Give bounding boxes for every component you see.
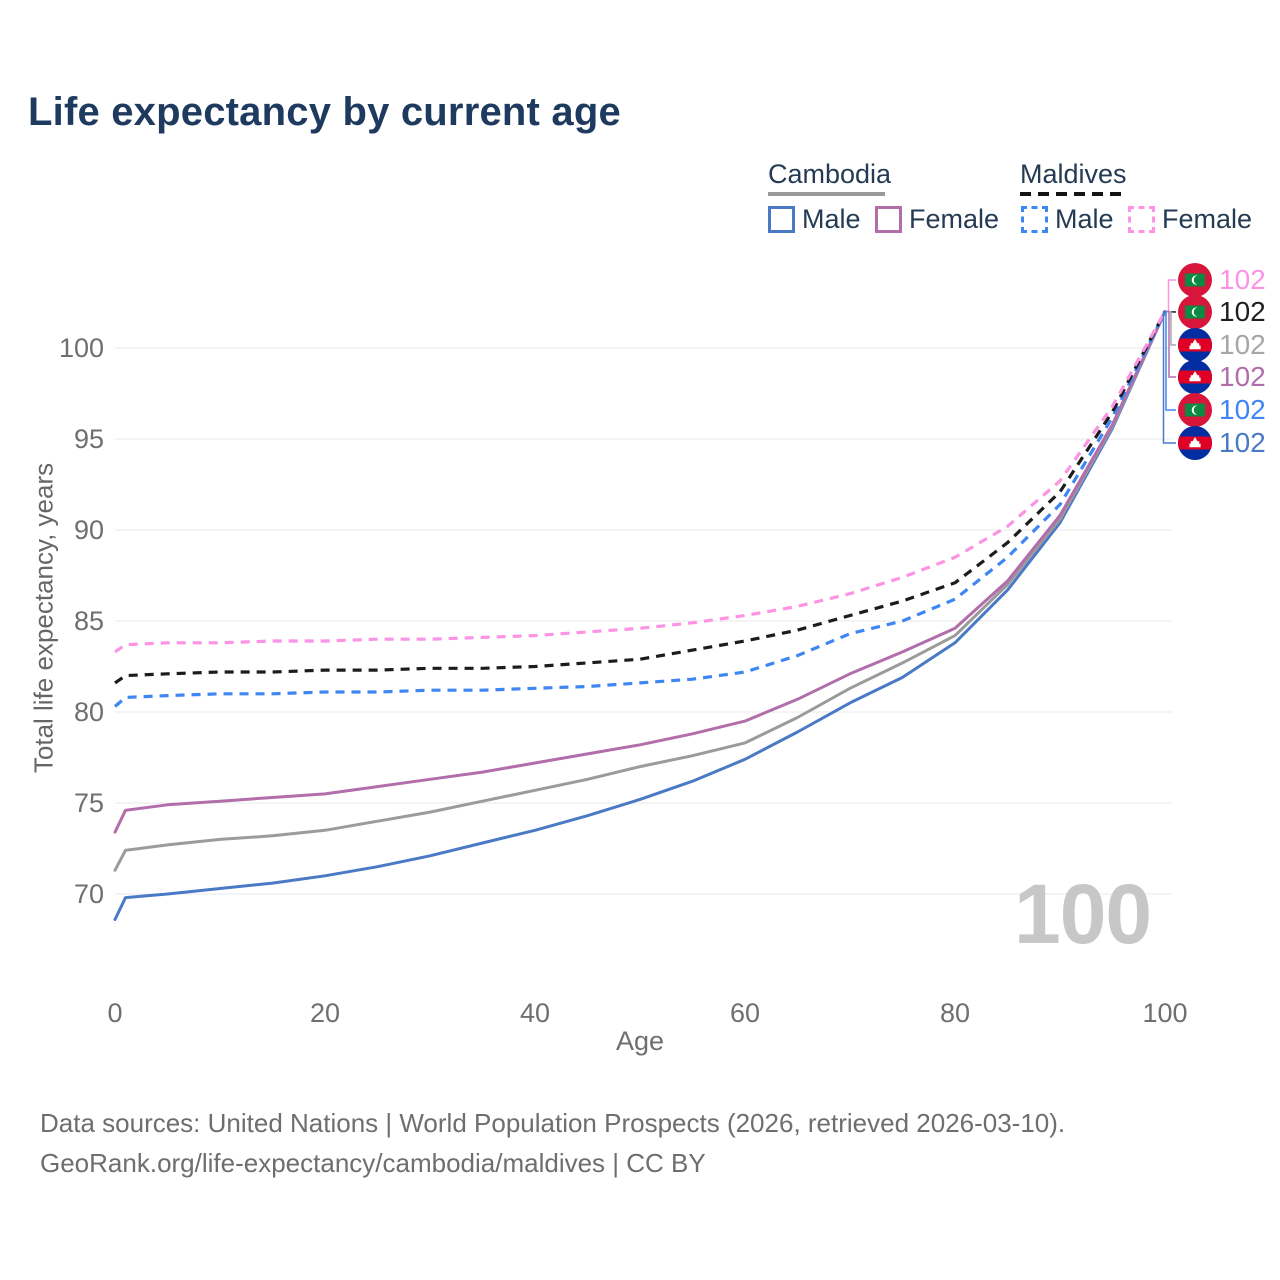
line-cambodia-female[interactable] — [113, 310, 1167, 834]
x-tick-label-100: 100 — [1142, 998, 1187, 1028]
page-title: Life expectancy by current age — [28, 90, 621, 134]
line-maldives-female[interactable] — [114, 310, 1167, 654]
footer-license-line: GeoRank.org/life-expectancy/cambodia/mal… — [40, 1148, 706, 1178]
x-tick-label-40: 40 — [520, 998, 550, 1028]
legend-swatch-maldives-female[interactable] — [1128, 206, 1155, 233]
x-tick-label-0: 0 — [107, 998, 122, 1028]
x-tick-label-60: 60 — [730, 998, 760, 1028]
y-tick-label-95: 95 — [74, 424, 104, 454]
legend-item-maldives-male[interactable]: Male — [1021, 204, 1114, 235]
x-tick-label-80: 80 — [940, 998, 970, 1028]
leader-line-cambodia-female — [1165, 310, 1176, 378]
x-axis-title: Age — [615, 1026, 665, 1056]
end-label-value: 102 — [1219, 394, 1266, 425]
end-label-maldives-female: 102 — [1178, 263, 1266, 297]
x-tick-label-20: 20 — [310, 998, 340, 1028]
end-label-maldives-total: 102 — [1178, 295, 1266, 329]
legend-label-maldives-female[interactable]: Female — [1162, 204, 1253, 234]
y-tick-label-85: 85 — [74, 606, 104, 636]
cambodia-flag-icon — [1178, 328, 1212, 362]
legend-label-cambodia-female[interactable]: Female — [909, 204, 1000, 234]
leader-line-maldives-female — [1165, 279, 1176, 313]
end-label-cambodia-male: 102 — [1178, 426, 1266, 460]
cambodia-flag-icon — [1178, 426, 1212, 460]
y-tick-label-80: 80 — [74, 697, 104, 727]
leader-line-cambodia-male — [1162, 310, 1176, 444]
line-cambodia-male[interactable] — [113, 310, 1167, 921]
end-label-maldives-male: 102 — [1178, 393, 1266, 427]
legend-underline-cambodia — [768, 192, 885, 196]
legend-swatch-maldives-male[interactable] — [1021, 206, 1048, 233]
y-axis-title: Total life expectancy, years — [28, 462, 59, 774]
end-label-value: 102 — [1219, 264, 1266, 295]
y-tick-label-90: 90 — [74, 515, 104, 545]
end-label-value: 102 — [1219, 296, 1266, 327]
legend-swatch-cambodia-female[interactable] — [875, 206, 902, 233]
legend-group-title-cambodia: Cambodia — [768, 159, 892, 189]
leader-line-maldives-male — [1165, 310, 1176, 411]
legend-underline-maldives — [1020, 192, 1124, 196]
y-tick-label-70: 70 — [74, 879, 104, 909]
end-label-cambodia-total: 102 — [1178, 328, 1266, 362]
line-maldives-male[interactable] — [113, 310, 1167, 708]
end-label-value: 102 — [1219, 427, 1266, 458]
y-tick-label-75: 75 — [74, 788, 104, 818]
legend-swatch-cambodia-male[interactable] — [768, 206, 795, 233]
age-frame-watermark: 100 — [1014, 867, 1152, 961]
maldives-flag-icon — [1178, 393, 1212, 427]
cambodia-flag-icon — [1178, 360, 1212, 394]
line-cambodia-total[interactable] — [113, 310, 1167, 872]
end-label-value: 102 — [1219, 329, 1266, 360]
legend-label-maldives-male[interactable]: Male — [1055, 204, 1114, 234]
legend-group-title-maldives: Maldives — [1020, 159, 1127, 189]
legend-item-cambodia-male[interactable]: Male — [768, 204, 861, 235]
end-label-cambodia-female: 102 — [1178, 360, 1266, 394]
maldives-flag-icon — [1178, 263, 1212, 297]
legend-item-cambodia-female[interactable]: Female — [875, 204, 999, 235]
legend-item-maldives-female[interactable]: Female — [1128, 204, 1252, 235]
footer-source-line: Data sources: United Nations | World Pop… — [40, 1108, 1066, 1138]
y-tick-label-100: 100 — [59, 333, 104, 363]
end-label-value: 102 — [1219, 361, 1266, 392]
legend-label-cambodia-male[interactable]: Male — [802, 204, 861, 234]
line-maldives-total[interactable] — [114, 310, 1167, 685]
maldives-flag-icon — [1178, 295, 1212, 329]
